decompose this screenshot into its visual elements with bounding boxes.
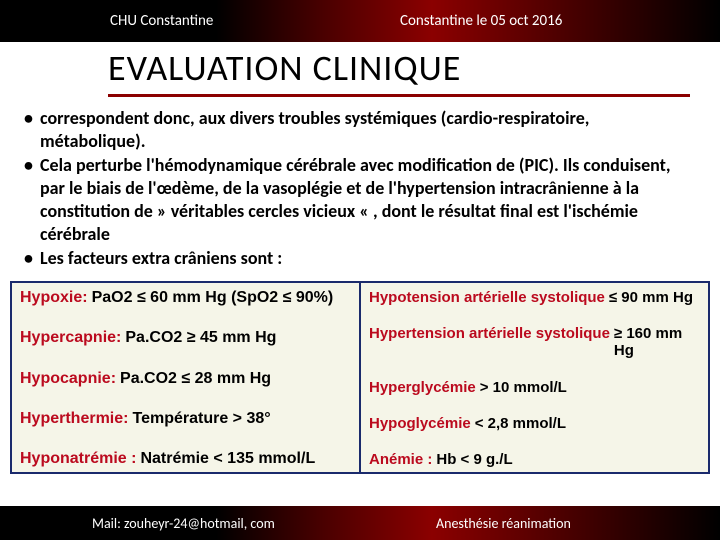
criteria-value: ≤ 90 mm Hg	[609, 289, 693, 306]
criteria-row: Anémie : Hb < 9 g./L	[369, 451, 700, 468]
footer-bar: Mail: zouheyr-24@hotmail, com Anesthésie…	[0, 506, 720, 540]
footer-left-text: Mail: zouheyr-24@hotmail, com	[0, 515, 396, 532]
criteria-label: Hypocapnie:	[20, 370, 116, 388]
bullet-item: correspondent donc, aux divers troubles …	[22, 107, 692, 153]
header-right-text: Constantine le 05 oct 2016	[360, 12, 562, 30]
criteria-row: Hypercapnie: Pa.CO2 ≥ 45 mm Hg	[20, 329, 351, 347]
criteria-label: Hyponatrémie :	[20, 450, 136, 468]
criteria-value: PaO2 ≤ 60 mm Hg (SpO2 ≤ 90%)	[92, 289, 334, 307]
criteria-row: Hypotension artérielle systolique ≤ 90 m…	[369, 289, 700, 306]
criteria-row: Hypoxie: PaO2 ≤ 60 mm Hg (SpO2 ≤ 90%)	[20, 289, 351, 307]
criteria-label: Anémie :	[369, 451, 432, 468]
criteria-value: < 2,8 mmol/L	[475, 415, 566, 432]
bullet-list: correspondent donc, aux divers troubles …	[0, 97, 720, 277]
criteria-label: Hypoglycémie	[369, 415, 471, 432]
bullet-item: Cela perturbe l'hémodynamique cérébrale …	[22, 154, 692, 246]
criteria-label: Hypertension artérielle systolique	[369, 325, 610, 342]
header-bar: CHU Constantine Constantine le 05 oct 20…	[0, 0, 720, 42]
criteria-row: Hypocapnie: Pa.CO2 ≤ 28 mm Hg	[20, 370, 351, 388]
criteria-value: ≥ 160 mm Hg	[614, 325, 700, 359]
criteria-label: Hypoxie:	[20, 289, 88, 307]
criteria-label: Hyperthermie:	[20, 410, 128, 428]
criteria-col-left: Hypoxie: PaO2 ≤ 60 mm Hg (SpO2 ≤ 90%) Hy…	[12, 283, 361, 472]
criteria-value: > 10 mmol/L	[480, 379, 567, 396]
criteria-value: Hb < 9 g./L	[436, 451, 512, 468]
criteria-value: Pa.CO2 ≥ 45 mm Hg	[125, 329, 276, 347]
criteria-label: Hypotension artérielle systolique	[369, 289, 605, 306]
criteria-row: Hyponatrémie : Natrémie < 135 mmol/L	[20, 450, 351, 468]
footer-right-text: Anesthésie réanimation	[396, 515, 571, 532]
criteria-value: Pa.CO2 ≤ 28 mm Hg	[120, 370, 271, 388]
criteria-row: Hypertension artérielle systolique ≥ 160…	[369, 325, 700, 359]
page-title: EVALUATION CLINIQUE	[108, 46, 720, 90]
title-bar: EVALUATION CLINIQUE	[0, 42, 720, 92]
criteria-row: Hyperthermie: Température > 38°	[20, 410, 351, 428]
criteria-value: Natrémie < 135 mmol/L	[140, 450, 315, 468]
bullet-item: Les facteurs extra crâniens sont :	[22, 247, 692, 270]
criteria-col-right: Hypotension artérielle systolique ≤ 90 m…	[361, 283, 708, 472]
criteria-label: Hypercapnie:	[20, 329, 121, 347]
criteria-table: Hypoxie: PaO2 ≤ 60 mm Hg (SpO2 ≤ 90%) Hy…	[10, 281, 710, 474]
header-left-text: CHU Constantine	[0, 12, 360, 30]
criteria-row: Hypoglycémie < 2,8 mmol/L	[369, 415, 700, 432]
criteria-label: Hyperglycémie	[369, 379, 476, 396]
criteria-value: Température > 38°	[132, 410, 270, 428]
criteria-row: Hyperglycémie > 10 mmol/L	[369, 379, 700, 396]
